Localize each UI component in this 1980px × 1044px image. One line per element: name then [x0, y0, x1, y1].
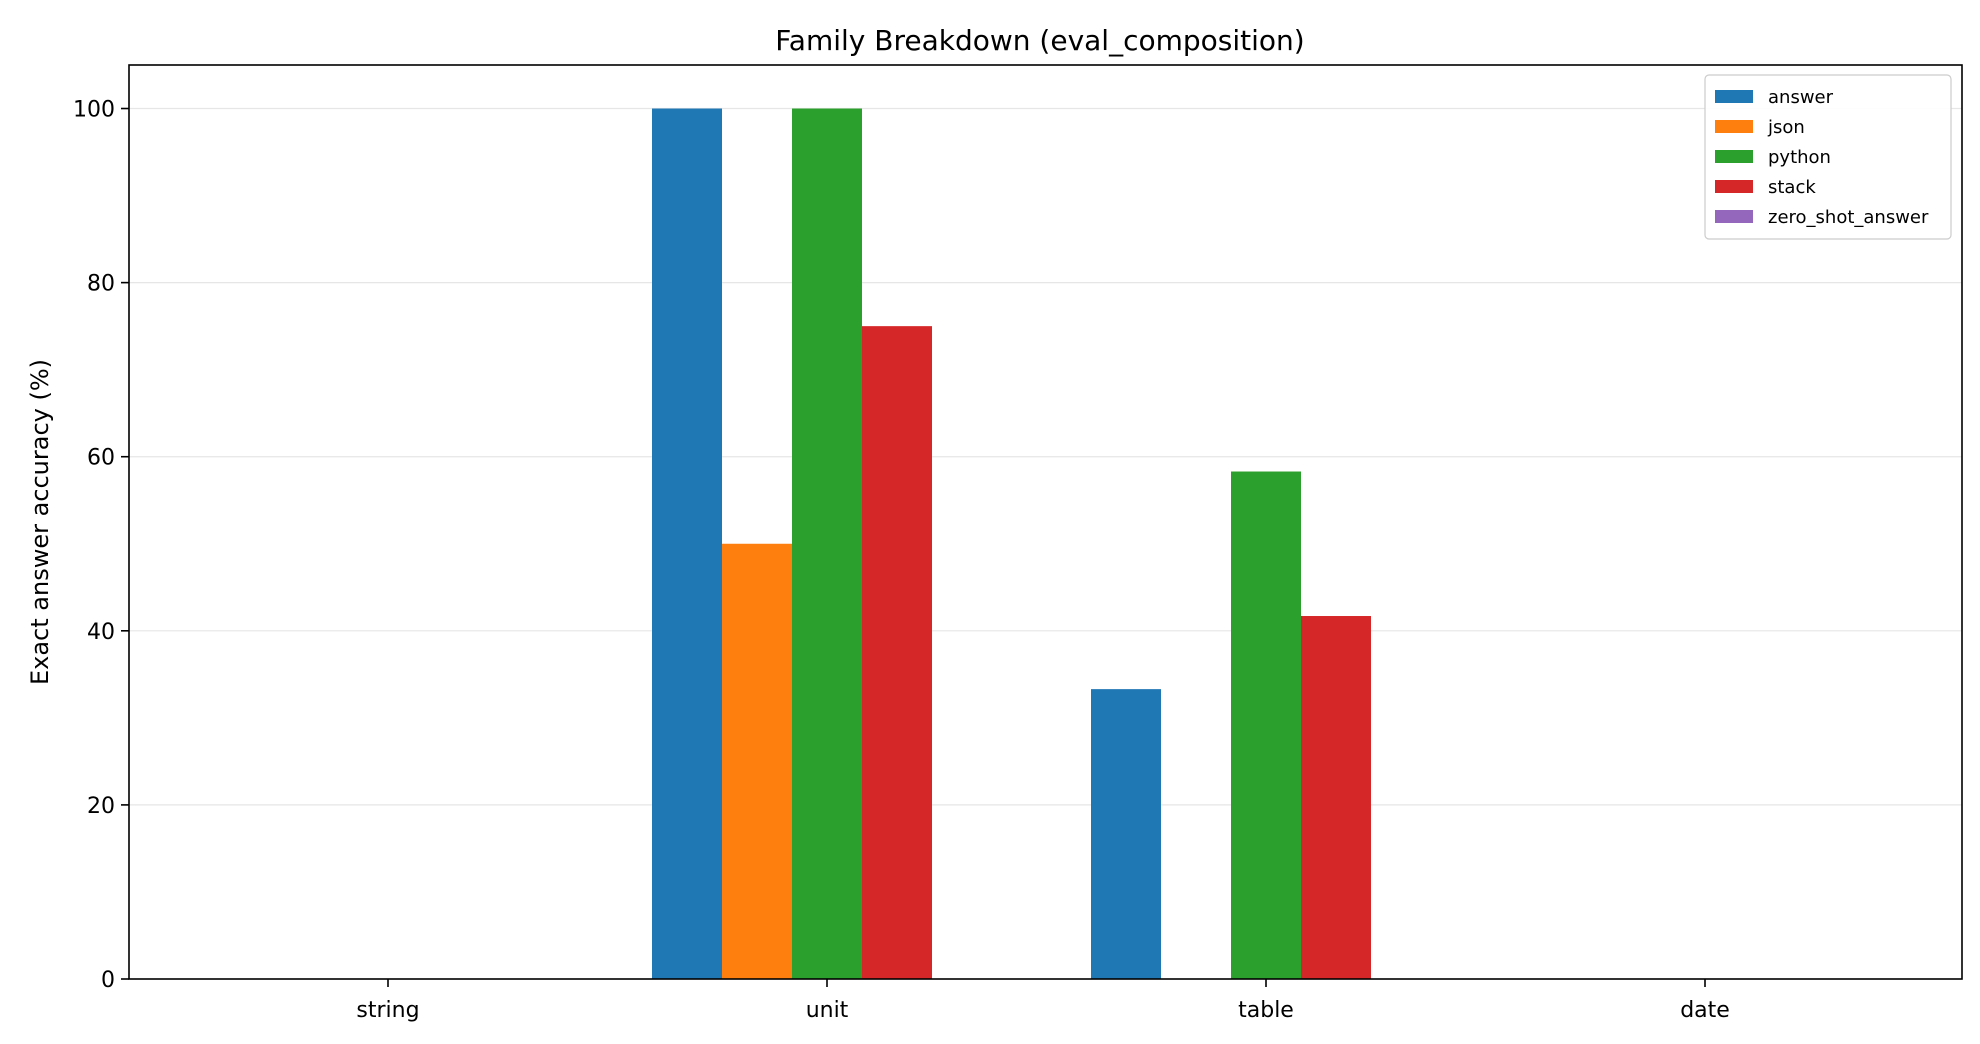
x-tick-label-string: string — [356, 998, 419, 1023]
x-tick-label-date: date — [1680, 998, 1730, 1023]
y-tick-label: 0 — [101, 968, 115, 993]
y-tick-label: 60 — [87, 446, 115, 471]
grid — [129, 107, 1962, 806]
legend-label-stack: stack — [1768, 177, 1816, 198]
y-tick-label: 80 — [87, 272, 115, 297]
legend: answer json python stack zero_shot_answer — [1704, 74, 1952, 240]
legend-swatch-python — [1715, 150, 1753, 163]
chart-title: Family Breakdown (eval_composition) — [775, 24, 1304, 57]
bar-json-unit — [722, 543, 792, 979]
y-axis: 0 20 40 60 80 100 — [73, 98, 129, 993]
bar-answer-table — [1091, 689, 1161, 979]
legend-label-python: python — [1768, 147, 1831, 168]
legend-label-answer: answer — [1768, 87, 1834, 108]
bar-python-unit — [792, 108, 862, 980]
bars — [652, 108, 1371, 980]
legend-swatch-zero_shot_answer — [1715, 210, 1753, 223]
y-axis-label: Exact answer accuracy (%) — [26, 359, 54, 685]
legend-swatch-answer — [1715, 90, 1753, 103]
plot-frame — [128, 64, 1963, 980]
legend-frame — [1704, 74, 1952, 240]
y-tick-label: 100 — [73, 98, 115, 123]
x-tick-label-table: table — [1238, 998, 1294, 1023]
legend-label-zero_shot_answer: zero_shot_answer — [1768, 207, 1929, 228]
bar-answer-unit — [652, 108, 722, 980]
legend-swatch-stack — [1715, 180, 1753, 193]
legend-label-json: json — [1767, 117, 1805, 138]
x-tick-label-unit: unit — [806, 998, 849, 1023]
bar-stack-table — [1301, 616, 1371, 979]
y-tick-label: 40 — [87, 620, 115, 645]
y-tick-label: 20 — [87, 794, 115, 819]
legend-swatch-json — [1715, 120, 1753, 133]
x-axis: string unit table date — [356, 979, 1730, 1023]
bar-stack-unit — [862, 326, 932, 980]
bar-python-table — [1231, 471, 1301, 979]
